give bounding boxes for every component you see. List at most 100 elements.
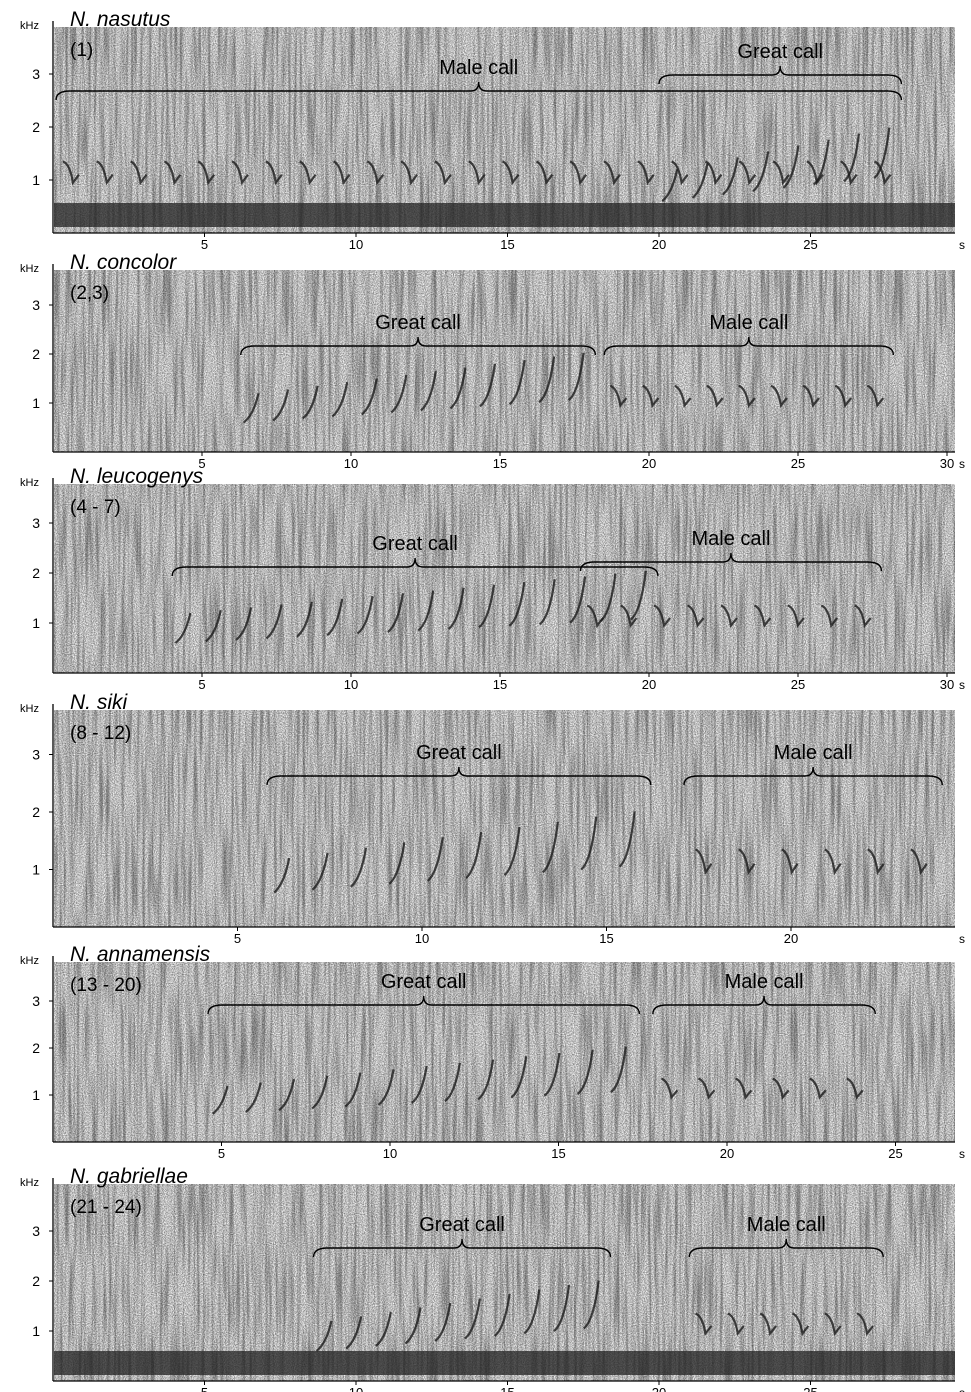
call-trace [410,1065,428,1104]
call-trace [653,604,671,629]
call-label: Male call [439,57,518,79]
sample-label: (2,3) [70,283,109,304]
spectrogram-streaks [54,1184,955,1381]
x-tick-label: 30 [940,677,954,692]
call-trace [576,1049,594,1095]
call-trace [311,852,329,891]
y-tick-label: 1 [32,862,40,878]
call-trace [582,1280,600,1330]
call-trace [375,1311,392,1347]
y-tick-label: 3 [32,993,40,1009]
call-trace [211,1085,229,1115]
x-tick-label: 15 [493,677,507,692]
call-trace [866,384,885,409]
call-trace [824,848,842,876]
call-trace [479,363,497,408]
y-tick-label: 1 [32,395,40,411]
x-tick-label: 25 [803,237,817,252]
y-axis-unit: kHz [20,263,39,275]
call-trace [96,160,114,186]
x-tick-label: 5 [198,677,205,692]
y-tick-label: 1 [32,1087,40,1103]
call-trace [535,160,554,186]
spectrogram-panel: kHz 1 2 3 5 10 15 20 25 30 s N. concolor (2,3) Great … [20,251,965,471]
call-trace [580,816,598,871]
call-trace [444,1062,461,1103]
call-trace [687,604,705,629]
call-trace [502,160,520,186]
x-tick-label: 15 [599,931,613,946]
call-trace [846,1077,864,1100]
x-tick-label: 5 [234,931,241,946]
call-trace [231,160,249,186]
call-trace [245,1082,262,1113]
call-bracket [683,766,943,786]
sample-label: (1) [70,40,93,61]
x-tick-label: 10 [415,931,429,946]
call-trace [637,160,655,186]
call-trace [782,145,800,189]
call-trace [508,359,526,406]
x-tick-label: 20 [642,456,656,471]
call-trace [704,160,723,186]
x-tick-label: 15 [500,237,514,252]
call-trace [205,609,222,643]
call-trace [772,160,790,186]
call-trace [812,139,830,186]
call-trace [163,160,182,186]
call-trace [503,826,521,877]
call-trace [434,160,452,186]
y-tick-label: 1 [32,172,40,188]
call-trace [420,370,437,412]
call-trace [802,384,820,409]
call-label: Male call [709,312,788,334]
call-trace [738,160,757,186]
call-trace [770,384,788,409]
call-trace [610,1046,627,1094]
x-axis-unit: s [959,1147,965,1161]
call-trace [388,842,406,885]
x-tick-label: 25 [791,456,805,471]
low-frequency-band [54,203,955,227]
call-trace [820,604,839,629]
call-trace [720,604,738,629]
call-bracket [603,336,895,356]
call-trace [242,392,260,424]
call-trace [791,1312,810,1337]
call-trace [772,1077,790,1100]
call-trace [722,157,739,196]
call-trace [727,1312,745,1337]
call-trace [299,160,317,186]
call-label: Great call [375,312,461,334]
call-trace [542,821,559,874]
call-trace [508,581,526,627]
call-trace [366,160,385,186]
call-label: Male call [747,1214,826,1236]
call-trace [671,160,689,186]
species-label: N. nasutus [70,8,171,31]
call-trace [787,604,805,629]
call-trace [661,169,679,203]
call-trace [465,831,483,879]
call-trace [449,367,467,410]
call-trace [738,384,756,409]
x-tick-label: 20 [652,237,666,252]
call-bracket [266,766,652,786]
call-trace [350,847,368,888]
x-tick-label: 15 [500,1385,514,1392]
y-tick-label: 2 [32,346,40,362]
y-tick-label: 1 [32,615,40,631]
x-tick-label: 5 [218,1146,225,1161]
call-trace [434,1302,452,1342]
call-trace [390,374,408,414]
x-axis-unit: s [959,678,965,692]
call-bracket [658,65,903,85]
x-tick-label: 15 [493,456,507,471]
call-trace [867,848,885,876]
y-tick-label: 3 [32,515,40,531]
call-trace [361,378,378,416]
call-trace [468,160,486,186]
y-tick-label: 3 [32,297,40,313]
call-trace [426,837,444,882]
call-trace [854,604,872,629]
